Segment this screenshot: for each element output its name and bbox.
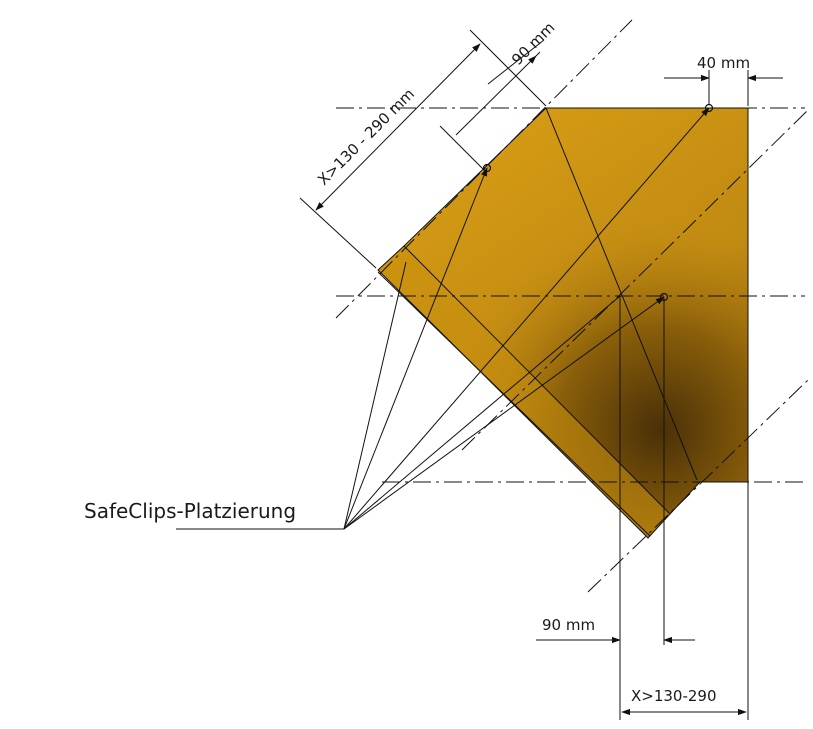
dim-label-bottom-range: X>130-290	[631, 687, 717, 705]
fitting-shading	[378, 108, 748, 538]
dim-label-bottom-90: 90 mm	[542, 616, 595, 634]
fitting-shape	[377, 107, 749, 539]
dim-label-top-left-range: X>130 - 290 mm	[314, 85, 418, 189]
leader-lines	[176, 107, 710, 530]
dimension-top-right	[664, 70, 783, 106]
dim-label-top-90: 90 mm	[508, 19, 558, 69]
safeclips-label: SafeClips-Platzierung	[84, 499, 296, 523]
dim-label-top-right-40: 40 mm	[697, 54, 750, 72]
construction-lines	[377, 107, 749, 720]
dimension-top-left	[299, 29, 547, 269]
